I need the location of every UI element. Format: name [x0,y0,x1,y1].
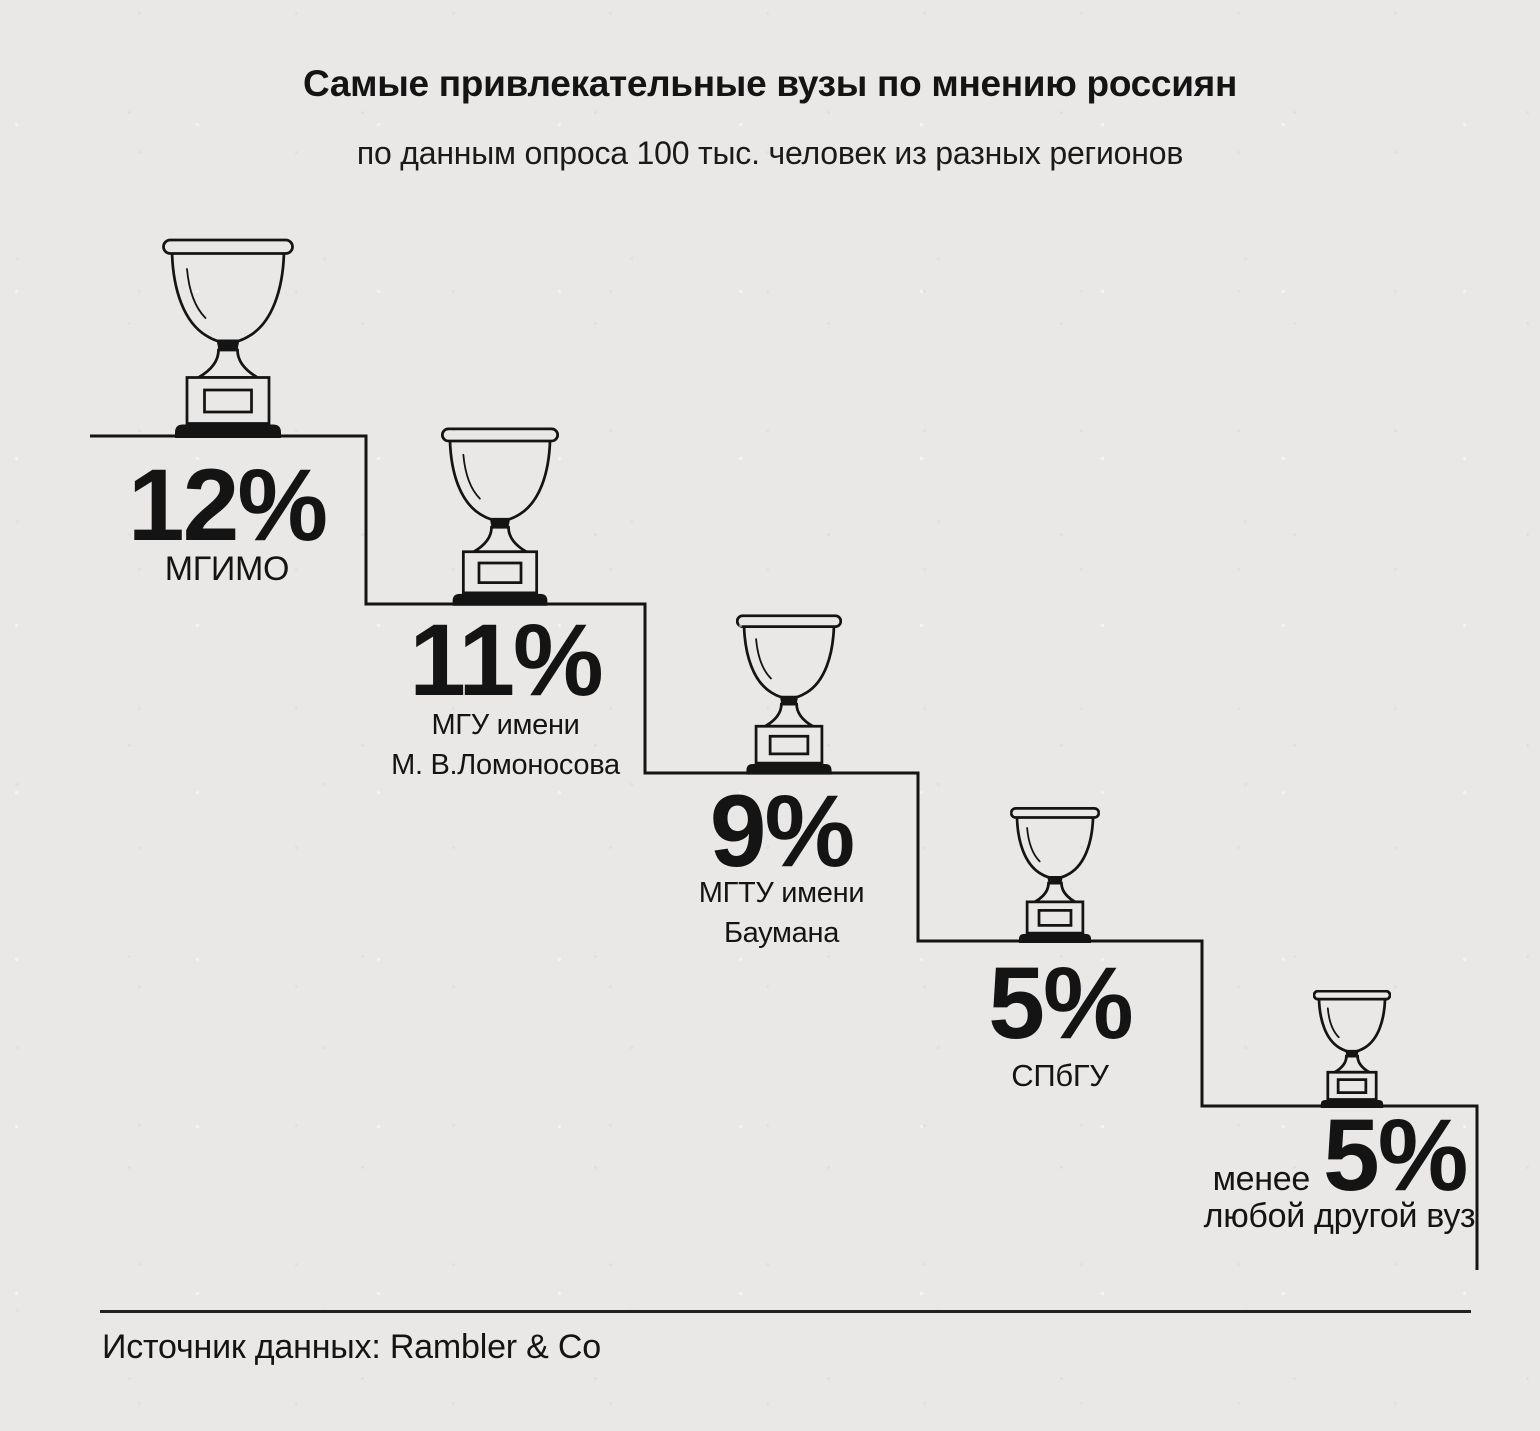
label-line: М. В.Ломоносова [391,749,620,781]
step-value-4: 5% [918,952,1202,1054]
label-line: МГИМО [164,550,290,588]
source-divider [100,1310,1471,1313]
step-university-label-4: СПбГУ [918,1055,1202,1097]
label-line: Баумана [723,917,840,949]
label-line: СПбГУ [1011,1058,1109,1093]
step-percent-5: 5% [1322,1098,1468,1212]
step-percent-3: 9% [709,774,855,888]
step-value-5: менее 5% [1202,1104,1477,1206]
step-value-3: 9% [645,780,918,882]
label-line: любой другой вуз [1203,1197,1476,1235]
step-percent-1: 12% [127,448,328,562]
trophy-icon-5 [1313,990,1391,1108]
trophy-icon-3 [736,614,842,775]
step-university-label-5: любой другой вуз [1202,1194,1477,1238]
step-university-label-3: МГТУ имени Баумана [645,873,918,953]
source-note: Источник данных: Rambler & Co [102,1328,601,1366]
step-value-2: 11% [366,609,645,711]
trophy-icon-1 [162,238,294,438]
label-line: МГУ имени [431,709,580,741]
label-line: МГТУ имени [698,877,865,909]
step-university-label-2: МГУ имени М. В.Ломоносова [366,705,645,785]
trophy-icon-4 [1010,807,1100,943]
step-qualifier-5: менее [1212,1160,1311,1198]
step-percent-2: 11% [409,603,604,717]
step-value-1: 12% [88,454,366,556]
step-university-label-1: МГИМО [88,547,366,591]
step-percent-4: 5% [988,946,1133,1060]
page-title: Самые привлекательные вузы по мнению рос… [302,63,1237,104]
page-subtitle: по данным опроса 100 тыс. человек из раз… [356,135,1184,171]
trophy-icon-2 [441,427,559,606]
